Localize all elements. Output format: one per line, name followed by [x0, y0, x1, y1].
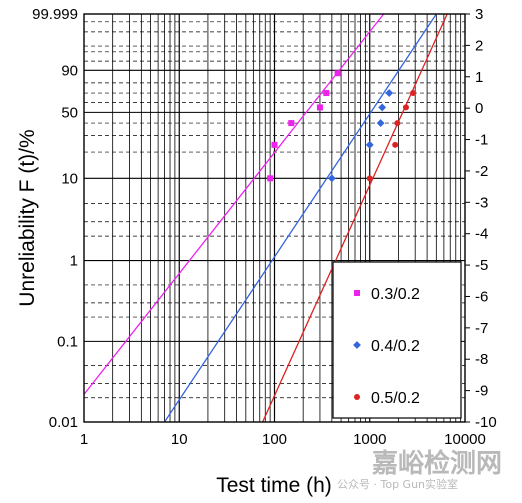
fit-lines: [83, 13, 448, 423]
y-right-tick-label: -10: [475, 414, 497, 431]
y-left-tick-labels: 99.999 90 50 10 1 0.1 0.01: [32, 6, 78, 431]
data-point: [316, 104, 323, 111]
data-point: [366, 175, 373, 182]
legend-marker: [353, 341, 361, 349]
y-right-tick-label: 3: [475, 6, 483, 23]
data-point: [267, 175, 274, 182]
y-right-tick-label: -4: [475, 226, 488, 243]
y-right-tick-label: 0: [475, 100, 483, 117]
x-tick-label: 10000: [444, 431, 486, 448]
legend-label: 0.4/0.2: [371, 338, 420, 355]
y-left-tick-label: 1: [70, 253, 78, 270]
y-left-tick-label: 0.01: [49, 414, 78, 431]
fit-line: [83, 13, 385, 395]
x-tick-label: 1000: [353, 431, 386, 448]
x-tick-labels: 1 10 100 1000 10000: [80, 431, 486, 448]
data-point: [288, 120, 295, 127]
y-left-tick-label: 0.1: [57, 333, 78, 350]
y-right-tick-label: -6: [475, 288, 488, 305]
data-point: [378, 103, 387, 112]
x-axis-title: Test time (h): [216, 474, 332, 497]
y-right-tick-labels: 3 2 1 0 -1 -2 -3 -4 -5 -6 -7 -8 -9 -10: [465, 6, 497, 431]
y-right-tick-label: -2: [475, 163, 488, 180]
y-left-tick-label: 99.999: [32, 6, 78, 23]
plot-frame: [83, 13, 466, 423]
y-left-tick-label: 90: [61, 62, 78, 79]
y-right-tick-label: 1: [475, 69, 483, 86]
data-point: [365, 140, 374, 149]
y-right-tick-label: 2: [475, 37, 483, 54]
data-point: [394, 120, 401, 127]
y-right-tick-label: -1: [475, 132, 488, 149]
legend-marker: [354, 290, 360, 296]
data-point: [271, 141, 278, 148]
y-right-tick-label: -5: [475, 257, 488, 274]
y-right-tick-label: -8: [475, 351, 488, 368]
legend: 0.3/0.2 0.4/0.2 0.5/0.2: [332, 261, 462, 419]
data-point: [323, 90, 330, 97]
data-point: [327, 174, 336, 183]
fit-line: [262, 13, 448, 423]
y-left-tick-label: 50: [61, 104, 78, 121]
y-right-tick-label: -9: [475, 383, 488, 400]
x-tick-label: 100: [262, 431, 287, 448]
data-point: [392, 141, 399, 148]
data-point: [402, 104, 409, 111]
data-point: [334, 70, 341, 77]
y-left-tick-label: 10: [61, 170, 78, 187]
y-right-tick-label: -7: [475, 320, 488, 337]
data-point: [410, 90, 417, 97]
watermark-site: 嘉峪检测网: [372, 448, 502, 479]
watermark-account: 公众号 · Top Gun实验室: [337, 477, 458, 491]
data-point: [385, 89, 394, 97]
x-tick-label: 10: [171, 431, 188, 448]
fit-line: [163, 13, 437, 423]
legend-marker: [354, 394, 360, 400]
data-points: [267, 70, 417, 183]
data-point: [376, 119, 385, 127]
legend-label: 0.5/0.2: [371, 390, 420, 407]
x-tick-label: 1: [80, 431, 88, 448]
y-axis-title: Unreliability F (t)/%: [16, 129, 39, 306]
y-right-tick-label: -3: [475, 194, 488, 211]
legend-box: [332, 261, 462, 419]
legend-label: 0.3/0.2: [371, 286, 420, 303]
